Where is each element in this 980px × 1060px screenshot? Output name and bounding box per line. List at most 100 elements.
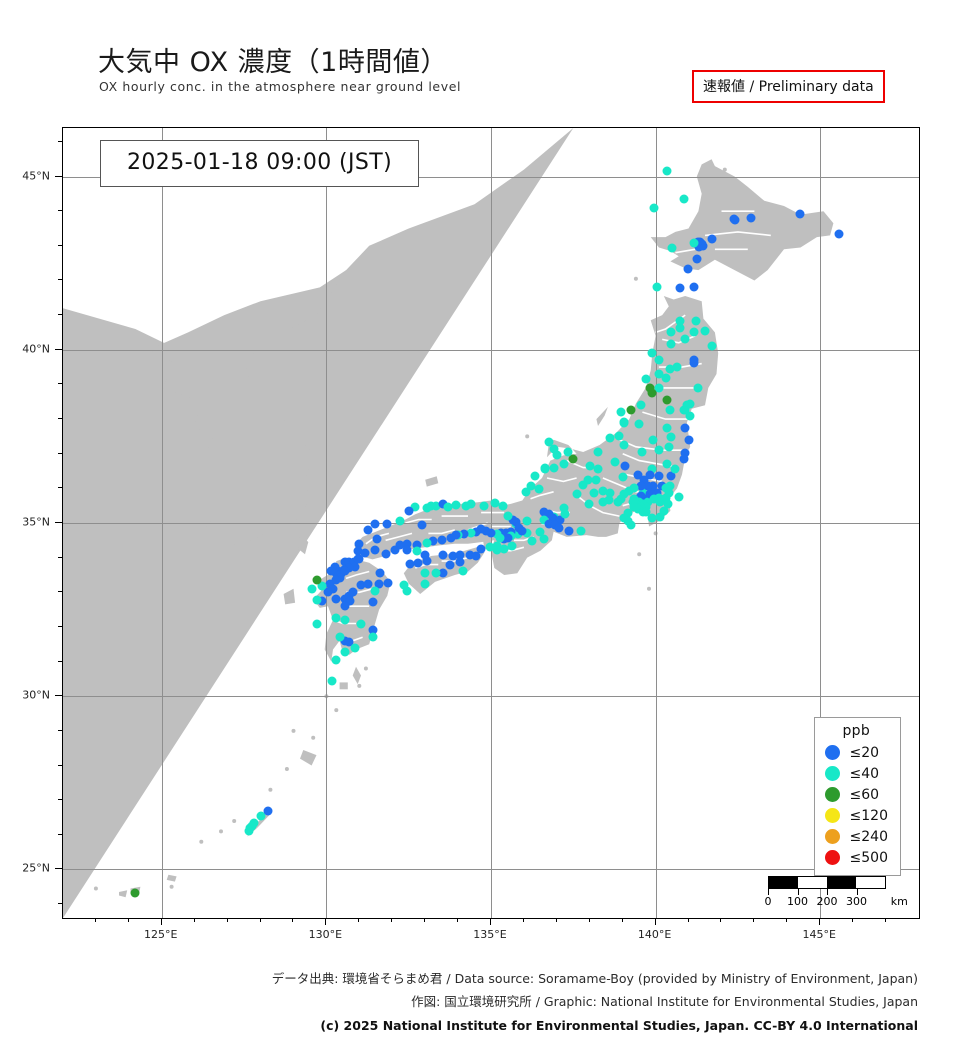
station-point[interactable] [663,499,673,509]
station-point[interactable] [652,488,662,497]
station-point[interactable] [405,559,415,568]
station-point[interactable] [331,655,341,665]
station-point[interactable] [691,316,701,326]
station-point[interactable] [619,418,629,427]
station-point[interactable] [641,374,651,384]
station-point[interactable] [422,503,432,513]
station-point[interactable] [466,499,476,509]
station-point[interactable] [535,527,545,537]
station-point[interactable] [466,528,476,538]
station-point[interactable] [507,541,517,550]
map-frame[interactable]: 2025-01-18 09:00 (JST) ppb ≤20 ≤40 ≤60 ≤120… [62,127,920,919]
station-point[interactable] [471,527,481,537]
station-point[interactable] [647,464,657,474]
station-point[interactable] [560,509,570,519]
station-point[interactable] [244,826,254,836]
station-point[interactable] [605,433,614,443]
station-point[interactable] [368,625,378,635]
station-point[interactable] [372,534,382,544]
station-point[interactable] [340,615,349,625]
station-point[interactable] [665,364,675,374]
station-point[interactable] [680,334,690,344]
station-point[interactable] [412,546,422,556]
station-point[interactable] [495,533,505,543]
station-point[interactable] [605,488,614,497]
station-point[interactable] [689,238,698,248]
station-point[interactable] [679,454,689,464]
station-point[interactable] [331,613,341,623]
station-point[interactable] [521,487,531,497]
station-point[interactable] [641,507,651,517]
station-point[interactable] [476,544,486,554]
station-point[interactable] [479,501,489,511]
station-point[interactable] [593,447,603,457]
station-point[interactable] [614,431,624,441]
station-point[interactable] [374,579,384,589]
station-point[interactable] [624,486,634,496]
station-point[interactable] [665,481,675,491]
station-point[interactable] [665,405,675,415]
station-point[interactable] [323,587,333,597]
station-point[interactable] [499,544,509,554]
station-point[interactable] [549,463,559,473]
station-point[interactable] [368,597,378,607]
station-point[interactable] [356,619,366,628]
station-point[interactable] [312,619,321,628]
station-point[interactable] [685,399,694,409]
station-point[interactable] [360,548,370,557]
station-point[interactable] [549,515,559,524]
station-point[interactable] [629,483,639,493]
station-point[interactable] [517,526,527,536]
station-point[interactable] [661,483,670,493]
station-point[interactable] [568,454,578,464]
station-point[interactable] [331,568,341,578]
station-point[interactable] [654,445,664,455]
station-point[interactable] [576,526,586,536]
station-point[interactable] [381,549,391,559]
station-point[interactable] [626,405,636,415]
station-point[interactable] [664,442,674,452]
station-point[interactable] [522,528,532,538]
station-point[interactable] [643,497,653,507]
station-point[interactable] [654,369,664,379]
station-point[interactable] [628,497,638,506]
station-point[interactable] [598,497,608,507]
station-point[interactable] [492,545,502,555]
station-point[interactable] [675,283,685,293]
station-point[interactable] [312,595,321,605]
station-point[interactable] [679,194,689,204]
station-point[interactable] [317,596,327,606]
station-point[interactable] [593,464,603,474]
station-point[interactable] [399,580,409,590]
station-point[interactable] [348,587,358,597]
station-point[interactable] [340,594,349,604]
station-point[interactable] [555,515,565,525]
station-point[interactable] [689,358,698,368]
station-point[interactable] [344,591,354,601]
station-point[interactable] [312,575,322,584]
station-point[interactable] [620,461,630,471]
station-point[interactable] [795,209,805,219]
station-point[interactable] [655,497,665,507]
station-point[interactable] [598,486,608,496]
station-point[interactable] [670,464,680,474]
station-point[interactable] [461,501,471,511]
station-point[interactable] [508,515,518,524]
station-point[interactable] [451,500,461,510]
station-point[interactable] [662,423,671,433]
station-point[interactable] [326,566,336,576]
station-point[interactable] [455,550,465,560]
station-point[interactable] [554,523,563,533]
station-point[interactable] [412,540,422,549]
station-point[interactable] [666,339,676,348]
station-point[interactable] [661,493,670,503]
station-point[interactable] [585,461,595,471]
station-point[interactable] [583,475,593,485]
station-point[interactable] [675,316,685,326]
station-point[interactable] [552,450,562,460]
station-point[interactable] [420,568,429,578]
station-point[interactable] [490,498,500,508]
station-point[interactable] [503,511,513,521]
station-point[interactable] [626,520,636,530]
station-point[interactable] [465,550,475,560]
